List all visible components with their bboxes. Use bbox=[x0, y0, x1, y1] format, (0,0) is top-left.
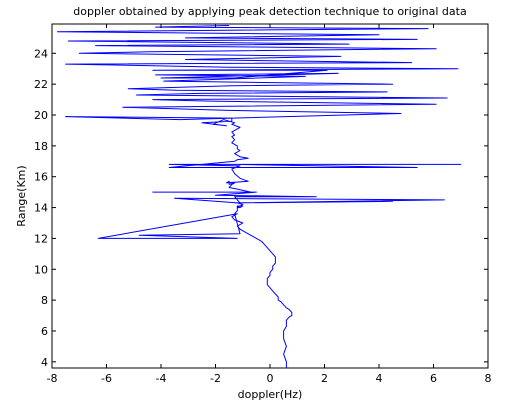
x-tick-label: -4 bbox=[156, 372, 167, 385]
x-tick-label: 4 bbox=[376, 372, 383, 385]
y-tick-label: 14 bbox=[34, 202, 48, 215]
x-tick-label: -8 bbox=[47, 372, 58, 385]
y-tick-label: 4 bbox=[41, 356, 48, 369]
chart-title: doppler obtained by applying peak detect… bbox=[73, 5, 466, 18]
y-tick-label: 24 bbox=[34, 47, 48, 60]
x-tick-label: 6 bbox=[430, 372, 437, 385]
y-tick-label: 16 bbox=[34, 171, 48, 184]
y-tick-label: 22 bbox=[34, 78, 48, 91]
x-tick-label: 0 bbox=[267, 372, 274, 385]
y-tick-label: 18 bbox=[34, 140, 48, 153]
y-tick-label: 8 bbox=[41, 294, 48, 307]
y-tick-label: 6 bbox=[41, 325, 48, 338]
x-tick-label: 2 bbox=[321, 372, 328, 385]
y-tick-label: 12 bbox=[34, 232, 48, 245]
y-axis-label: Range(Km) bbox=[15, 165, 28, 226]
y-tick-label: 10 bbox=[34, 263, 48, 276]
series-line-0 bbox=[57, 25, 462, 368]
y-tick-label: 20 bbox=[34, 109, 48, 122]
y-axis: 4 6 8 10 12 14 16 18 20 22 24 bbox=[34, 47, 488, 369]
x-axis-label: doppler(Hz) bbox=[238, 388, 303, 401]
series-layer bbox=[57, 25, 462, 368]
x-tick-label: 8 bbox=[485, 372, 492, 385]
x-axis: -8 -6 -4 -2 0 2 4 6 8 bbox=[47, 24, 492, 385]
x-tick-label: -6 bbox=[101, 372, 112, 385]
x-tick-label: -2 bbox=[210, 372, 221, 385]
